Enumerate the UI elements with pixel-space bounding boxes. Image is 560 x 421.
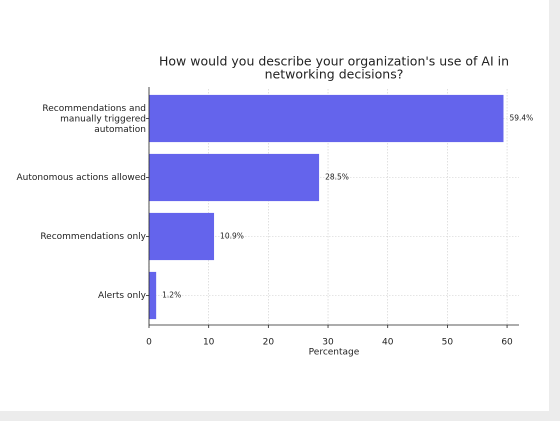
value-label: 28.5% (325, 173, 349, 182)
bar (149, 94, 504, 143)
x-tick-label: 0 (146, 338, 152, 348)
value-label: 10.9% (220, 232, 244, 241)
x-tick-label: 20 (263, 338, 275, 348)
value-label: 1.2% (162, 291, 181, 300)
chart-title: How would you describe your organization… (159, 54, 509, 69)
x-tick-label: 50 (442, 338, 454, 348)
bar (149, 153, 320, 202)
y-tick-label: Recommendations and manually triggered aut… (42, 104, 146, 135)
x-tick-label: 30 (322, 338, 334, 348)
y-tick-label: Alerts only (98, 291, 147, 301)
x-axis-label: Percentage (309, 348, 360, 358)
x-tick-label: 40 (382, 338, 394, 348)
chart-title: networking decisions? (265, 67, 404, 82)
screen-edge (0, 411, 560, 421)
y-tick-label: Autonomous actions allowed (16, 173, 146, 183)
bar (149, 212, 215, 261)
screen-edge (549, 0, 560, 421)
y-tick-label: Recommendations only (40, 232, 146, 242)
value-label: 59.4% (509, 114, 533, 123)
x-tick-label: 60 (501, 338, 513, 348)
x-tick-label: 10 (203, 338, 215, 348)
bar (149, 271, 157, 320)
